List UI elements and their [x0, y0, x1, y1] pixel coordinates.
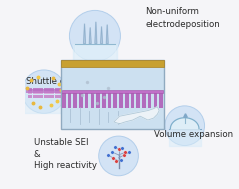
- Bar: [49, 91, 54, 94]
- Bar: [114, 93, 117, 108]
- Bar: [62, 93, 65, 108]
- Bar: [159, 93, 163, 108]
- Bar: [131, 93, 134, 108]
- Bar: [108, 93, 111, 108]
- Bar: [27, 88, 32, 91]
- Polygon shape: [101, 26, 103, 43]
- Bar: [91, 93, 94, 108]
- Bar: [73, 93, 77, 108]
- Text: electrodeposition: electrodeposition: [145, 20, 220, 29]
- Bar: [60, 88, 65, 91]
- Bar: [102, 93, 106, 108]
- Bar: [44, 88, 49, 91]
- Bar: [62, 90, 163, 93]
- Bar: [85, 93, 88, 108]
- Circle shape: [99, 136, 138, 176]
- Text: High reactivity: High reactivity: [33, 161, 97, 170]
- Bar: [55, 88, 60, 91]
- Bar: [38, 95, 43, 98]
- Bar: [44, 91, 49, 94]
- Bar: [68, 93, 71, 108]
- Bar: [33, 91, 38, 94]
- Bar: [136, 93, 140, 108]
- Circle shape: [69, 10, 120, 61]
- Bar: [61, 60, 164, 67]
- Bar: [38, 91, 43, 94]
- FancyBboxPatch shape: [61, 60, 164, 129]
- Bar: [60, 95, 65, 98]
- Polygon shape: [106, 25, 108, 43]
- Bar: [79, 93, 83, 108]
- Bar: [60, 91, 65, 94]
- Text: Shuttle effect: Shuttle effect: [26, 77, 85, 86]
- Bar: [153, 93, 157, 108]
- Bar: [125, 93, 129, 108]
- Bar: [27, 91, 32, 94]
- Bar: [55, 91, 60, 94]
- Text: Unstable SEI: Unstable SEI: [33, 138, 88, 147]
- Bar: [44, 95, 49, 98]
- Bar: [49, 95, 54, 98]
- Bar: [148, 93, 151, 108]
- Circle shape: [22, 70, 66, 113]
- Bar: [33, 95, 38, 98]
- Text: Volume expansion: Volume expansion: [153, 130, 233, 139]
- Polygon shape: [114, 107, 159, 124]
- Polygon shape: [84, 24, 86, 43]
- Bar: [96, 93, 100, 108]
- Text: &: &: [33, 149, 40, 159]
- Bar: [27, 95, 32, 98]
- Bar: [55, 95, 60, 98]
- Polygon shape: [89, 27, 91, 43]
- Bar: [38, 88, 43, 91]
- Bar: [26, 89, 62, 93]
- Bar: [119, 93, 123, 108]
- Circle shape: [165, 106, 205, 146]
- Bar: [33, 88, 38, 91]
- Bar: [49, 88, 54, 91]
- Text: Non-uniform: Non-uniform: [145, 7, 199, 16]
- Polygon shape: [95, 22, 97, 43]
- Bar: [142, 93, 146, 108]
